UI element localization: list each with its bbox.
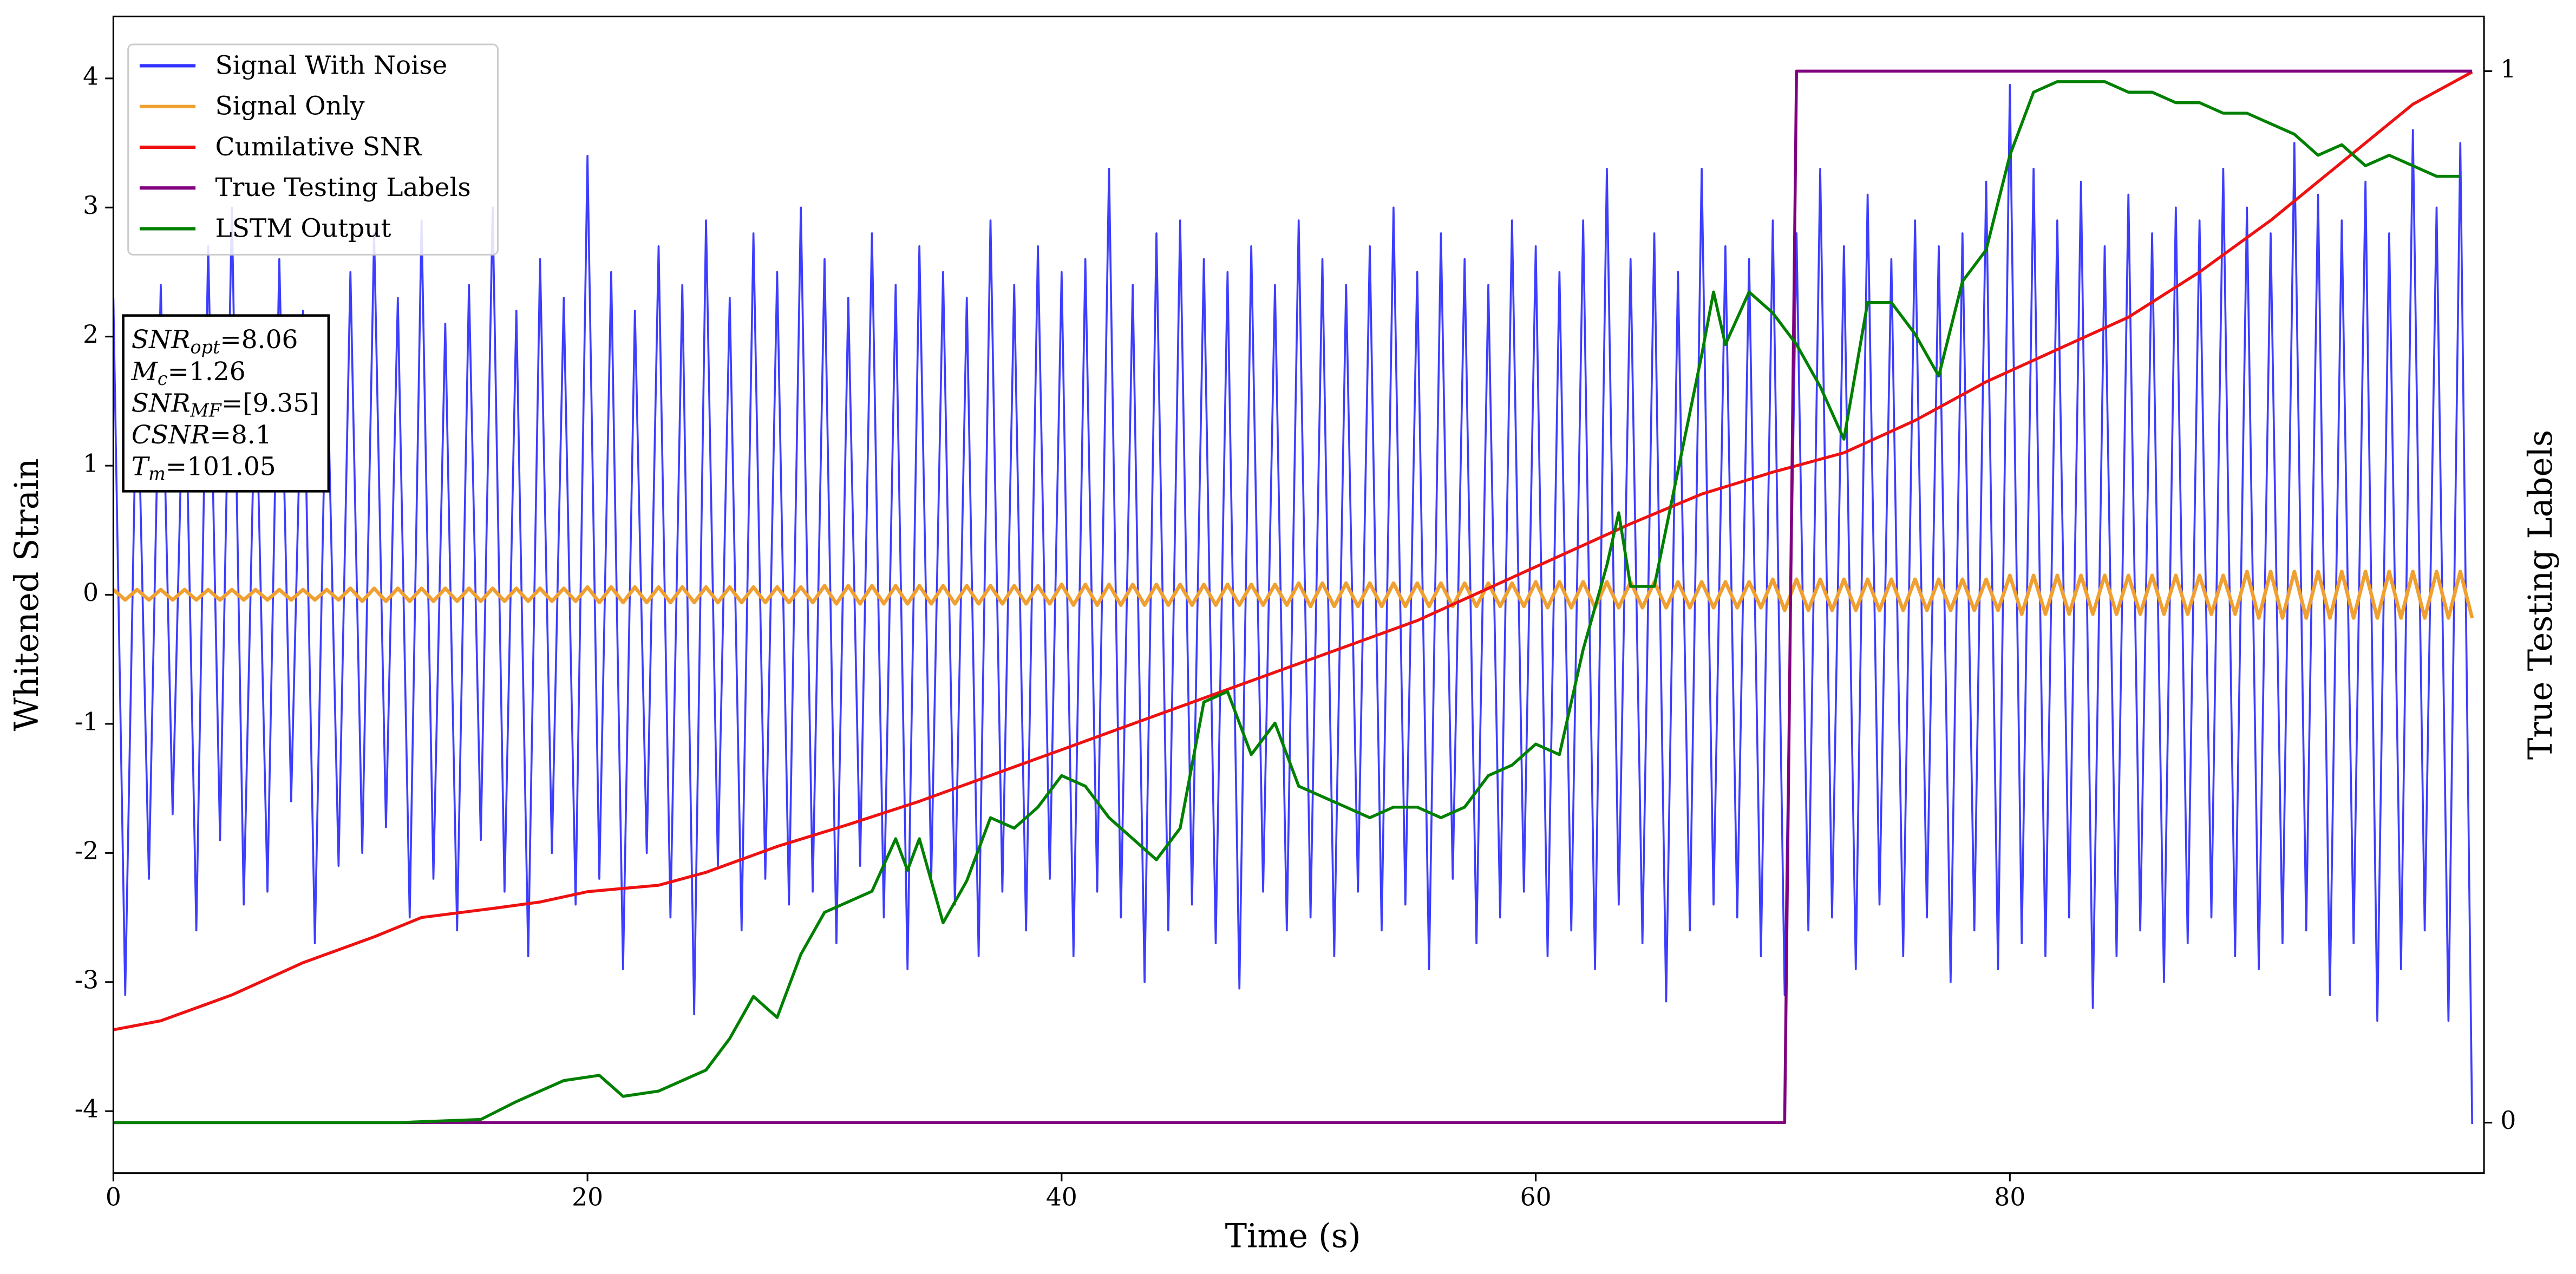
y2-tick-label: 0 bbox=[2500, 1106, 2516, 1135]
y-tick-label: -4 bbox=[75, 1095, 99, 1123]
plot-area bbox=[113, 69, 2474, 1125]
y-axis-label: Whitened Strain bbox=[8, 459, 46, 731]
x-axis-label: Time (s) bbox=[1225, 1218, 1361, 1256]
x-tick-label: 60 bbox=[1520, 1183, 1552, 1212]
legend-label: LSTM Output bbox=[215, 213, 391, 243]
annotation-frame bbox=[122, 314, 330, 493]
legend: Signal With Noise Signal Only Cumilative S… bbox=[127, 43, 499, 256]
series-line bbox=[113, 69, 2473, 1125]
series-line bbox=[113, 70, 2473, 1031]
annotation-line: Mc=1.26 bbox=[131, 357, 246, 389]
annotation-line: Tm=101.05 bbox=[132, 452, 276, 484]
annotation-line: SNRopt=8.06 bbox=[132, 325, 298, 357]
x-tick-label: 0 bbox=[106, 1183, 121, 1212]
annotation-symbol: SNR bbox=[132, 325, 191, 355]
legend-label: Cumilative SNR bbox=[215, 132, 423, 162]
legend-label: True Testing Labels bbox=[215, 173, 471, 202]
annotation-subscript: opt bbox=[191, 336, 220, 357]
annotation-value: =[9.35] bbox=[221, 388, 319, 418]
annotation-value: =8.06 bbox=[220, 325, 298, 355]
legend-box bbox=[127, 43, 499, 256]
annotation-symbol: M bbox=[131, 357, 159, 387]
annotation-subscript: m bbox=[148, 463, 166, 485]
x-tick-label: 20 bbox=[572, 1183, 603, 1212]
annotation-value: =101.05 bbox=[166, 452, 276, 481]
y-tick-label: 1 bbox=[83, 449, 99, 478]
y2-axis-label: True Testing Labels bbox=[2522, 430, 2560, 760]
annotation-subscript: MF bbox=[190, 400, 223, 421]
y-tick-label: -1 bbox=[75, 707, 99, 736]
legend-label: Signal Only bbox=[215, 92, 365, 121]
series-line bbox=[113, 83, 2474, 1125]
annotation-symbol: CSNR bbox=[132, 420, 210, 450]
annotation-line: SNRMF=[9.35] bbox=[132, 388, 319, 421]
annotation-box: SNRopt=8.06Mc=1.26SNRMF=[9.35]CSNR=8.1Tm… bbox=[122, 314, 330, 493]
annotation-line: CSNR=8.1 bbox=[132, 420, 272, 450]
legend-label: Signal With Noise bbox=[215, 50, 448, 80]
y-tick-label: 2 bbox=[83, 320, 99, 349]
x-tick-label: 40 bbox=[1046, 1183, 1077, 1212]
x-tick-label: 80 bbox=[1994, 1183, 2025, 1212]
series-line bbox=[113, 80, 2461, 1125]
y-tick-label: -3 bbox=[75, 965, 99, 994]
annotation-subscript: c bbox=[158, 368, 168, 389]
y-tick-label: -2 bbox=[75, 837, 99, 865]
annotation-symbol: SNR bbox=[132, 388, 191, 418]
annotation-symbol: T bbox=[132, 452, 151, 481]
y-tick-label: 4 bbox=[83, 62, 99, 90]
annotation-value: =1.26 bbox=[168, 357, 246, 387]
y2-tick-label: 1 bbox=[2500, 55, 2516, 83]
annotation-value: =8.1 bbox=[210, 420, 271, 450]
y-tick-label: 0 bbox=[83, 578, 99, 607]
y-tick-label: 3 bbox=[83, 191, 99, 220]
series-line bbox=[113, 570, 2474, 620]
